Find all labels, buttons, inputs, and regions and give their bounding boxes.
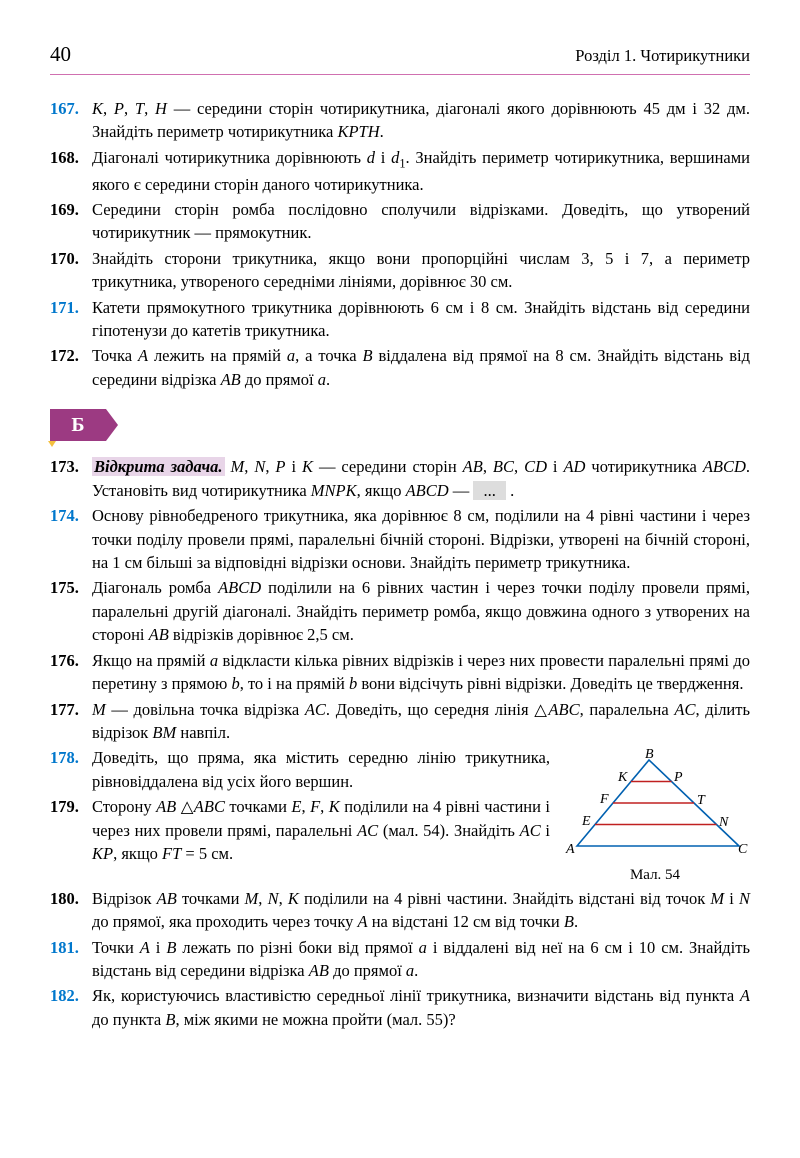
problem-168: 168. Діагоналі чотирикутника дорівнюють … [50,146,750,196]
problem-number: 169. [50,198,92,245]
label-E: E [581,814,591,829]
problem-text: Точка A лежить на прямій a, а точка B ві… [92,344,750,391]
label-P: P [673,770,683,785]
problem-text: Катети прямокутного трикутника дорівнюют… [92,296,750,343]
problem-text: M — довільна точка відрізка AC. Доведіть… [92,698,750,745]
problem-175: 175. Діагональ ромба ABCD поділили на 6 … [50,576,750,646]
problem-number: 179. [50,795,92,865]
problem-number: 182. [50,984,92,1031]
problem-text: Діагональ ромба ABCD поділили на 6 рівни… [92,576,750,646]
problem-text: Сторону AB △ABC точками E, F, K поділили… [92,795,550,865]
label-F: F [599,792,609,807]
problem-text: Знайдіть сторони трикутника, якщо вони п… [92,247,750,294]
label-T: T [697,793,706,808]
problem-text: Як, користуючись властивістю середньої л… [92,984,750,1031]
problem-177: 177. M — довільна точка відрізка AC. Дов… [50,698,750,745]
page-header: 40 Розділ 1. Чотирикутники [50,40,750,75]
problem-182: 182. Як, користуючись властивістю середн… [50,984,750,1031]
problem-text: Діагоналі чотирикутника дорівнюють d і d… [92,146,750,196]
problem-number: 178. [50,746,92,793]
problem-170: 170. Знайдіть сторони трикутника, якщо в… [50,247,750,294]
problem-171: 171. Катети прямокутного трикутника дорі… [50,296,750,343]
problem-181: 181. Точки A і B лежать по різні боки ві… [50,936,750,983]
problem-178: 178. Доведіть, що пряма, яка містить сер… [50,746,550,793]
problem-number: 180. [50,887,92,934]
problem-number: 172. [50,344,92,391]
blank-box: ... [473,481,506,500]
problem-173: 173. Відкрита задача. M, N, P і K — сере… [50,455,750,502]
problem-174: 174. Основу рівнобедреного трикутника, я… [50,504,750,574]
problem-text: Доведіть, що пряма, яка містить середню … [92,746,550,793]
problem-number: 175. [50,576,92,646]
problems-list: 167. K, P, T, H — середини сторін чотири… [50,97,750,1031]
section-b-marker: Б [50,409,750,441]
section-label: Б [50,409,106,441]
problem-176: 176. Якщо на прямій a відкласти кілька р… [50,649,750,696]
problem-text: K, P, T, H — середини сторін чотирикутни… [92,97,750,144]
problem-number: 173. [50,455,92,502]
problem-figure-group: 178. Доведіть, що пряма, яка містить сер… [50,746,750,886]
problem-text: Точки A і B лежать по різні боки від пря… [92,936,750,983]
open-problem-label: Відкрита задача. [92,457,225,476]
figure-caption: Мал. 54 [560,865,750,886]
problem-text: Середини сторін ромба послідовно сполучи… [92,198,750,245]
problem-number: 181. [50,936,92,983]
label-A: A [565,842,575,857]
label-B: B [645,747,654,762]
problem-172: 172. Точка A лежить на прямій a, а точка… [50,344,750,391]
problem-number: 170. [50,247,92,294]
label-C: C [738,842,748,857]
problem-169: 169. Середини сторін ромба послідовно сп… [50,198,750,245]
problem-text: Відрізок AB точками M, N, K поділили на … [92,887,750,934]
problem-180: 180. Відрізок AB точками M, N, K поділил… [50,887,750,934]
figure-54: B A C K P F T E N [563,746,748,861]
problem-number: 176. [50,649,92,696]
label-K: K [617,770,628,785]
problem-number: 168. [50,146,92,196]
problem-number: 174. [50,504,92,574]
problem-text: Відкрита задача. M, N, P і K — середини … [92,455,750,502]
problem-text: Основу рівнобедреного трикутника, яка до… [92,504,750,574]
problem-number: 171. [50,296,92,343]
problem-number: 167. [50,97,92,144]
page-number: 40 [50,40,71,70]
problem-text: Якщо на прямій a відкласти кілька рівних… [92,649,750,696]
chapter-title: Розділ 1. Чотирикутники [575,44,750,67]
label-N: N [718,815,729,830]
problem-167: 167. K, P, T, H — середини сторін чотири… [50,97,750,144]
problem-179: 179. Сторону AB △ABC точками E, F, K под… [50,795,550,865]
problem-number: 177. [50,698,92,745]
